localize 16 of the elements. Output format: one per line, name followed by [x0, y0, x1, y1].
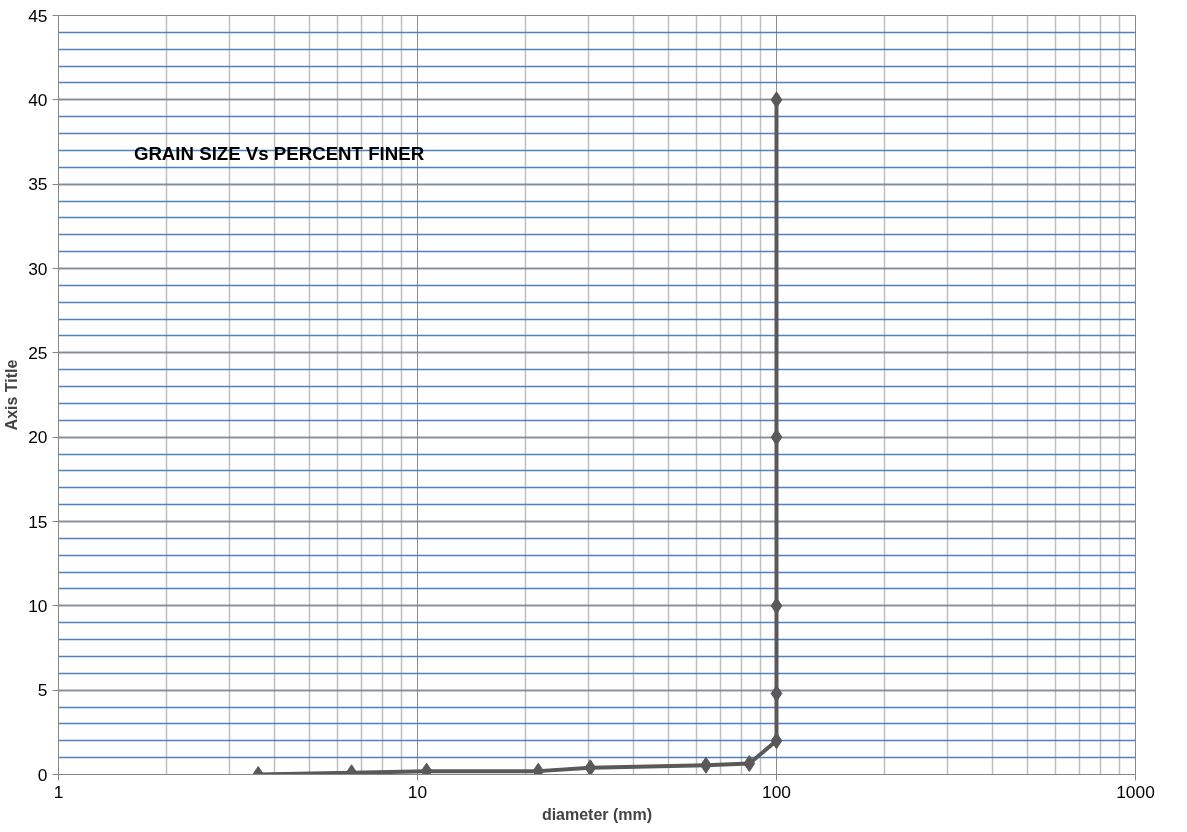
y-axis-title: Axis Title [3, 359, 21, 431]
y-tick-label: 20 [28, 427, 48, 448]
y-tick-label: 35 [28, 174, 48, 195]
x-axis-title: diameter (mm) [541, 805, 653, 823]
y-tick-label: 45 [28, 5, 48, 26]
x-tick-label: 10 [407, 781, 428, 802]
x-tick-label: 1000 [1116, 781, 1155, 802]
y-tick-label: 30 [28, 258, 48, 279]
y-tick-label: 25 [28, 342, 48, 363]
y-tick-label: 5 [37, 680, 48, 701]
x-tick-label: 1 [53, 781, 64, 802]
y-tick-label: 40 [28, 89, 48, 110]
y-tick-label: 15 [28, 511, 48, 532]
x-tick-label: 100 [762, 781, 791, 802]
y-tick-label: 10 [28, 595, 48, 616]
y-tick-label: 0 [37, 764, 48, 785]
